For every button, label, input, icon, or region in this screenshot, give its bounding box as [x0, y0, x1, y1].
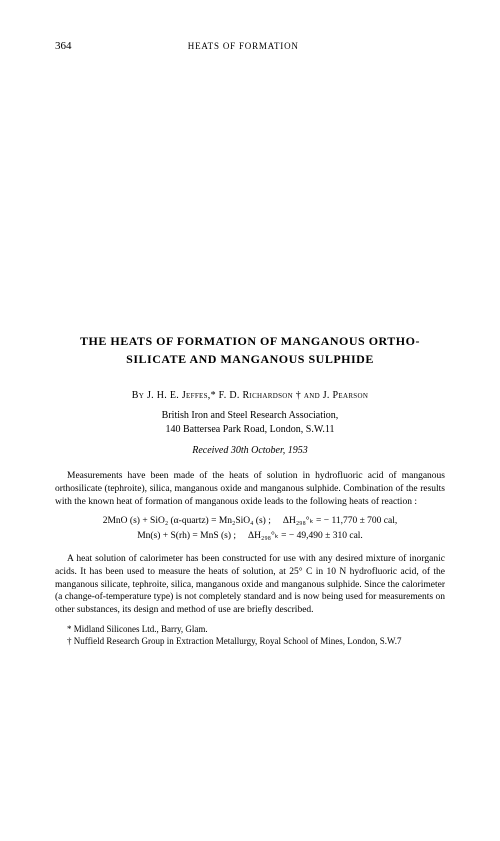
equations-block: 2MnO (s) + SiO₂ (α-quartz) = Mn₂SiO₄ (s)… [55, 514, 445, 543]
abstract-para1: Measurements have been made of the heats… [55, 470, 445, 508]
footnote-2: † Nuffield Research Group in Extraction … [55, 635, 445, 647]
by-label: By [132, 390, 144, 401]
author-names: J. H. E. Jeffes,* F. D. Richardson † and… [147, 390, 368, 401]
eq1-reaction: 2MnO (s) + SiO₂ (α-quartz) = Mn₂SiO₄ (s)… [103, 514, 271, 528]
footnote-1: * Midland Silicones Ltd., Barry, Glam. [55, 623, 445, 635]
equation-1: 2MnO (s) + SiO₂ (α-quartz) = Mn₂SiO₄ (s)… [55, 514, 445, 528]
affiliation-line1: British Iron and Steel Research Associat… [55, 409, 445, 423]
authors-line: By J. H. E. Jeffes,* F. D. Richardson † … [55, 390, 445, 401]
body-para1: A heat solution of calorimeter has been … [55, 553, 445, 617]
equation-2: Mn(s) + S(rh) = MnS (s) ; ΔH₂₉₈°ₖ = − 49… [55, 529, 445, 543]
affiliation-line2: 140 Battersea Park Road, London, S.W.11 [55, 423, 445, 437]
article-title: THE HEATS OF FORMATION OF MANGANOUS ORTH… [55, 332, 445, 368]
received-date: Received 30th October, 1953 [55, 445, 445, 456]
eq2-reaction: Mn(s) + S(rh) = MnS (s) ; [137, 529, 236, 543]
page-number: 364 [55, 40, 72, 52]
eq1-enthalpy: ΔH₂₉₈°ₖ = − 11,770 ± 700 cal, [283, 514, 397, 528]
running-head: HEATS OF FORMATION [72, 41, 416, 51]
page-header: 364 HEATS OF FORMATION [55, 40, 445, 52]
affiliation: British Iron and Steel Research Associat… [55, 409, 445, 437]
eq2-enthalpy: ΔH₂₉₈°ₖ = − 49,490 ± 310 cal. [248, 529, 363, 543]
footnotes-block: * Midland Silicones Ltd., Barry, Glam. †… [55, 623, 445, 647]
